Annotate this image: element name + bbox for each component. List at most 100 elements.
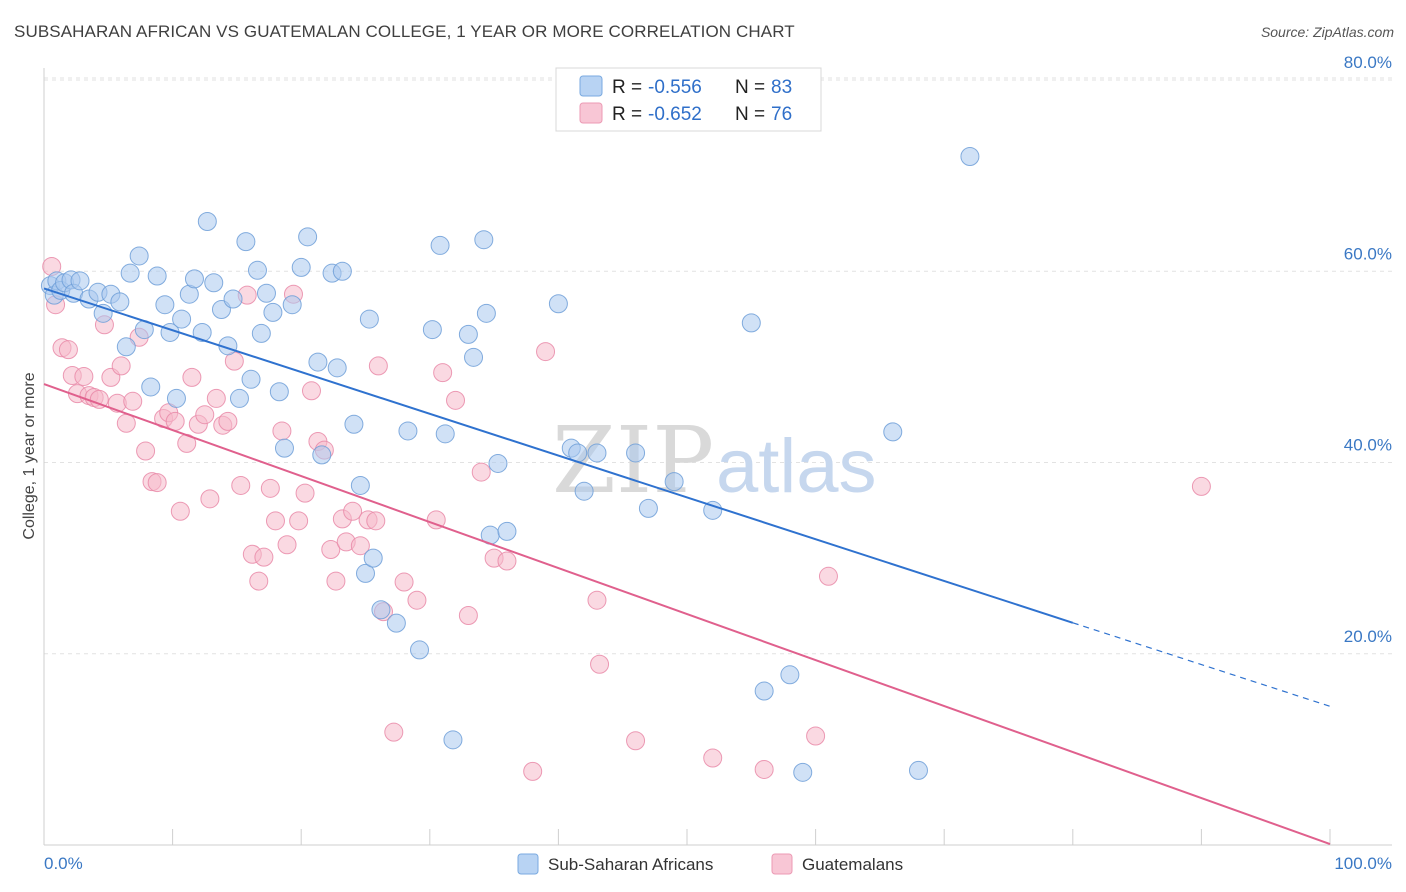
sub-saharan-point [435,424,455,444]
sub-saharan-point [204,273,224,293]
guatemalan-point [170,501,190,521]
sub-saharan-point [327,358,347,378]
sub-saharan-point [184,269,204,289]
guatemalan-point [350,536,370,556]
sub-saharan-point [476,303,496,323]
sub-saharan-point [172,309,192,329]
sub-saharan-point [251,323,271,343]
chart-title: SUBSAHARAN AFRICAN VS GUATEMALAN COLLEGE… [14,22,795,41]
guatemalan-point [182,367,202,387]
y-axis-label: College, 1 year or more [21,372,38,539]
sub-saharan-point [883,422,903,442]
guatemalan-point [289,511,309,531]
sub-saharan-point [116,337,136,357]
sub-saharan-point [166,388,186,408]
sub-saharan-point [269,382,289,402]
guatemalan-point [433,363,453,383]
guatemalan-point [74,366,94,386]
guatemalan-point [384,722,404,742]
y-tick-label-20: 20.0% [1344,627,1392,646]
guatemalan-point [366,511,386,531]
guatemalan-point [249,571,269,591]
guatemalan-trend-solid [43,383,1331,845]
sub-saharan-point [497,521,517,541]
sub-saharan-point [236,232,256,252]
x-tick-marks [43,829,1331,845]
legend-swatch-pink [579,102,603,124]
guatemalan-point [754,759,774,779]
guatemalan-point [116,413,136,433]
sub-saharan-point [443,730,463,750]
guatemalan-point [326,571,346,591]
sub-saharan-point [754,681,774,701]
guatemalan-point [446,390,466,410]
sub-saharan-point [741,313,761,333]
x-tick-label-min: 0.0% [44,854,83,873]
y-tick-labels: 20.0% 40.0% 60.0% 80.0% [1344,53,1392,646]
legend-n-label-blue: N = [735,77,765,98]
guatemalan-point [1191,476,1211,496]
sub-saharan-point [410,640,430,660]
sub-saharan-point [664,472,684,492]
legend-r-value-blue: -0.556 [648,77,702,98]
guatemalan-point [321,540,341,560]
guatemalan-point [111,356,131,376]
gridlines [44,77,1392,655]
sub-saharan-point [70,271,90,291]
sub-saharan-trend-solid [43,287,1074,624]
guatemalan-point [458,606,478,625]
sub-saharan-point [356,563,375,583]
sub-saharan-point [474,230,494,250]
sub-saharan-point [274,438,294,458]
guatemalan-point [147,473,167,493]
watermark-atlas: atlas [716,424,877,509]
series-swatch-blue [517,853,539,875]
series-label-blue: Sub-Saharan Africans [548,855,713,874]
sub-saharan-point [120,263,140,283]
legend-swatch-blue [579,75,603,97]
sub-saharan-point [308,352,328,372]
guatemalan-point [165,411,185,431]
sub-saharan-point [312,445,332,465]
sub-saharan-point [626,443,646,463]
guatemalan-point [89,389,109,409]
sub-saharan-point [430,235,450,255]
sub-saharan-point [488,453,508,473]
sub-saharan-point [263,302,283,322]
sub-saharan-point [371,600,391,620]
legend-n-value-pink: 76 [771,104,792,125]
guatemalan-point [587,590,607,610]
guatemalan-point [123,391,143,411]
y-tick-label-40: 40.0% [1344,436,1392,455]
guatemalan-point [277,535,297,555]
sub-saharan-point [110,292,130,312]
guatemalan-point [536,342,556,362]
sub-saharan-point [155,295,175,315]
guatemalan-point [195,405,215,425]
guatemalan-point [806,726,826,746]
sub-saharan-point [298,227,318,247]
y-tick-label-60: 60.0% [1344,244,1392,263]
sub-saharan-point [129,246,149,266]
guatemalan-point [626,731,646,751]
guatemalan-point [343,501,363,521]
sub-saharan-point [464,347,484,367]
sub-saharan-point [363,548,383,568]
sub-saharan-point [587,443,607,463]
correlation-legend: R = -0.556 N = 83 R = -0.652 N = 76 [555,67,822,132]
sub-saharan-point [422,320,442,340]
sub-saharan-point [247,260,267,280]
trend-lines [43,287,1331,845]
sub-saharan-point [197,212,217,232]
sub-saharan-point [359,309,379,329]
guatemalan-point [200,489,220,509]
sub-saharan-point [141,377,161,397]
sub-saharan-point [241,369,261,389]
sub-saharan-point [638,498,658,518]
x-tick-label-max: 100.0% [1334,854,1392,873]
guatemalan-point [136,441,156,461]
legend-r-value-pink: -0.652 [648,104,702,125]
legend-r-label-pink: R = [612,104,642,125]
guatemalan-point [407,590,427,610]
sub-saharan-point [229,388,249,408]
